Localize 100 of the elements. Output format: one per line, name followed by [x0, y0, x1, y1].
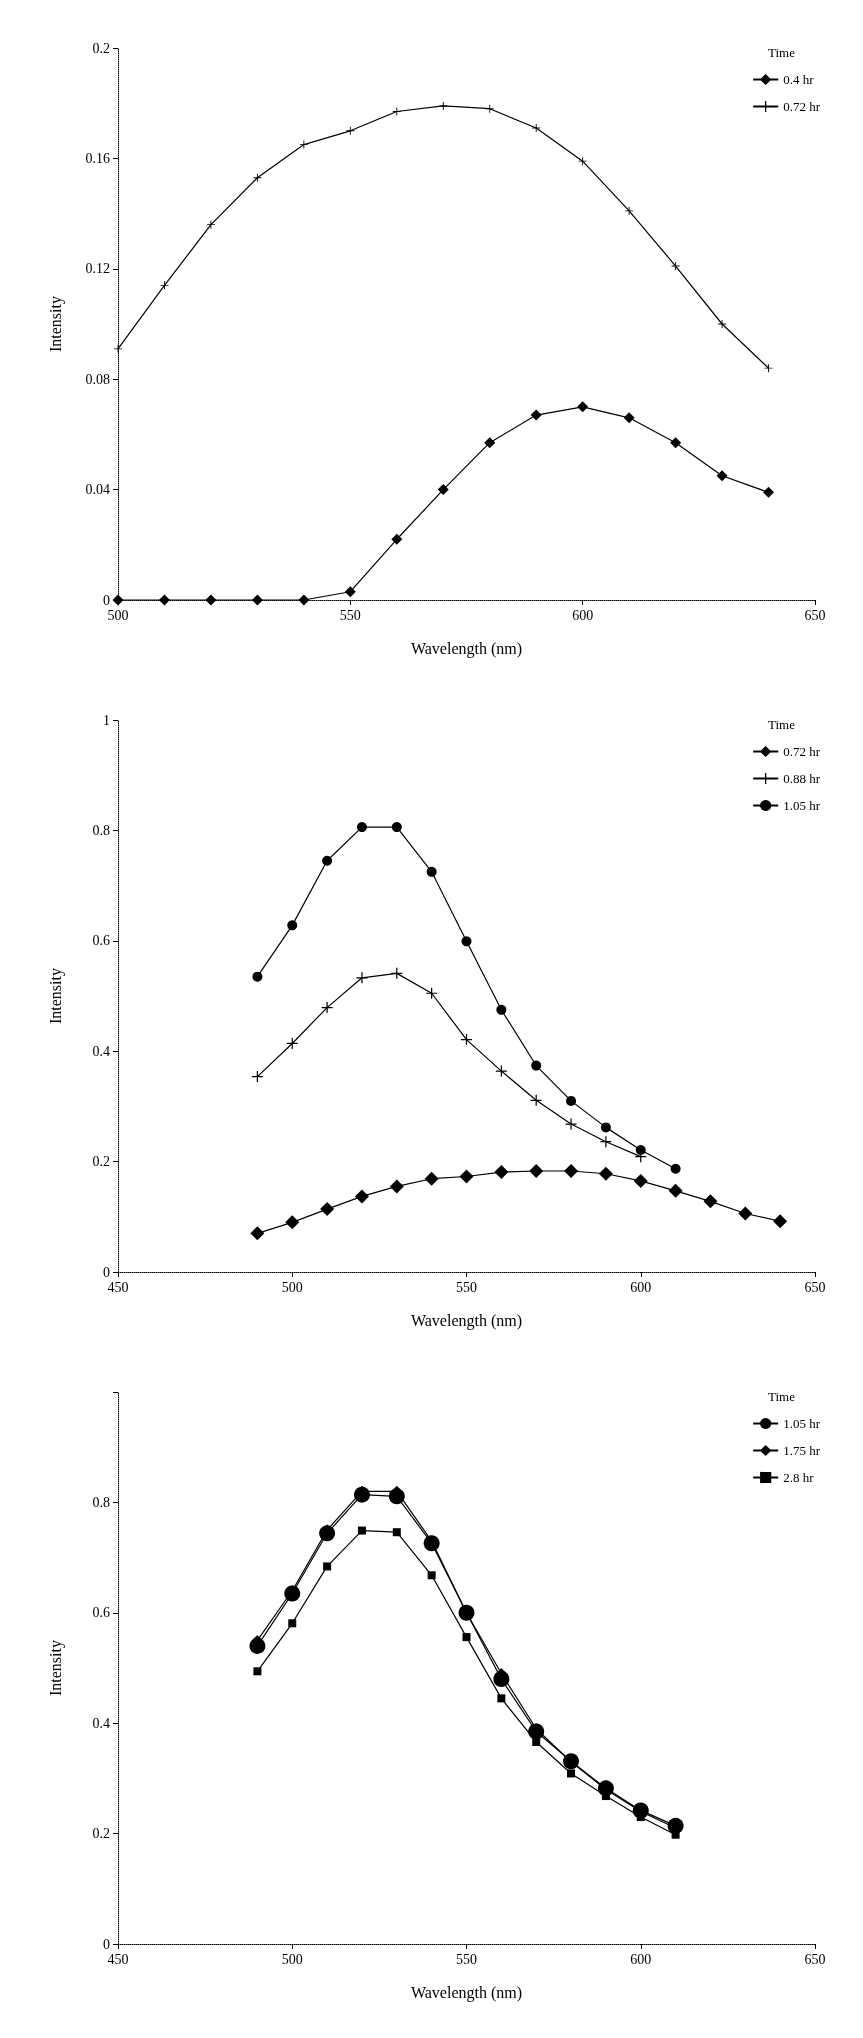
point [598, 1166, 613, 1181]
x-axis-title: Wavelength (nm) [410, 1311, 523, 1330]
point [461, 936, 472, 947]
y-tick-label: 0.8 [92, 822, 110, 838]
point [287, 920, 298, 931]
point [703, 1194, 718, 1209]
point [763, 486, 775, 498]
point [424, 1171, 439, 1186]
legend-label: 0.88 hr [783, 771, 821, 786]
point [253, 1667, 262, 1676]
point [356, 972, 368, 984]
x-tick-label: 650 [804, 607, 826, 623]
y-tick-label: 0.2 [92, 1826, 110, 1842]
point [494, 1165, 509, 1180]
legend-label: 1.75 hr [783, 1443, 821, 1458]
x-tick-label: 550 [456, 1951, 477, 1967]
point [600, 1136, 612, 1148]
point [529, 1163, 544, 1178]
point [565, 1118, 577, 1130]
point [459, 1169, 474, 1184]
point [497, 1694, 506, 1703]
point [299, 140, 308, 149]
point [392, 107, 401, 116]
y-tick-label: 0.08 [85, 371, 110, 387]
y-tick-label: 0.2 [92, 1154, 110, 1170]
x-tick-label: 600 [630, 1951, 652, 1967]
x-tick-label: 650 [804, 1279, 826, 1295]
x-tick-label: 650 [804, 1951, 826, 1967]
legend-label: 2.8 hr [783, 1470, 815, 1485]
point [625, 206, 634, 215]
y-tick-label: 0.6 [92, 1605, 110, 1621]
point [321, 1002, 333, 1014]
point [252, 971, 263, 982]
point [764, 364, 773, 373]
point [532, 1737, 541, 1746]
y-axis-title: Intensity [46, 968, 65, 1024]
y-tick-label: 1 [103, 712, 110, 728]
x-tick-label: 550 [456, 1279, 477, 1295]
point [158, 594, 170, 606]
y-tick-label: 0 [103, 592, 110, 608]
point [253, 173, 262, 182]
point [462, 1633, 471, 1642]
point [577, 401, 589, 413]
y-tick-label: 0.12 [85, 261, 110, 277]
point [344, 586, 356, 598]
legend-title: Time [768, 1389, 796, 1404]
point [670, 1163, 681, 1174]
point [356, 822, 367, 833]
point [288, 1619, 297, 1628]
point [773, 1214, 788, 1229]
x-tick-label: 550 [339, 607, 361, 623]
point [437, 484, 449, 496]
point [391, 822, 402, 833]
y-axis-title: Intensity [46, 296, 65, 352]
y-tick-label: 0 [103, 1936, 110, 1952]
point [495, 1065, 507, 1077]
x-tick-label: 500 [281, 1279, 303, 1295]
y-tick-label: 0.4 [92, 1043, 110, 1059]
y-axis-title: Intensity [46, 1640, 65, 1696]
point [346, 126, 355, 135]
y-tick-label: 0 [103, 1264, 110, 1280]
point [298, 594, 310, 606]
point [392, 1528, 401, 1537]
legend-title: Time [768, 717, 796, 732]
y-tick-label: 0.8 [92, 1494, 110, 1510]
point [206, 220, 215, 229]
point [205, 594, 217, 606]
point [112, 594, 124, 606]
y-tick-label: 0.2 [92, 40, 110, 56]
point [530, 409, 542, 421]
point [323, 1562, 332, 1571]
y-tick-label: 0.4 [92, 1715, 110, 1731]
x-axis-title: Wavelength (nm) [410, 1983, 523, 2002]
legend-label: 1.05 hr [783, 798, 821, 813]
y-tick-label: 0.04 [85, 482, 110, 498]
point [716, 470, 728, 482]
point [564, 1163, 579, 1178]
x-tick-label: 600 [630, 1279, 652, 1295]
point [485, 104, 494, 113]
x-tick-label: 450 [107, 1951, 129, 1967]
point [320, 1202, 335, 1217]
point [578, 157, 587, 166]
point [738, 1206, 753, 1221]
point [427, 1571, 436, 1580]
point [633, 1173, 648, 1188]
legend-label: 0.4 hr [783, 72, 815, 87]
point [160, 281, 169, 290]
point [357, 1526, 366, 1535]
point [250, 1226, 265, 1241]
point [496, 1004, 507, 1015]
point [670, 437, 682, 449]
legend-label: 0.72 hr [783, 99, 821, 114]
point [566, 1095, 577, 1106]
point [668, 1183, 683, 1198]
x-tick-label: 450 [107, 1279, 129, 1295]
y-tick-label: 0.6 [92, 933, 110, 949]
point [600, 1122, 611, 1133]
x-tick-label: 500 [107, 607, 129, 623]
y-tick-label: 0.16 [85, 150, 110, 166]
legend-title: Time [768, 45, 796, 60]
